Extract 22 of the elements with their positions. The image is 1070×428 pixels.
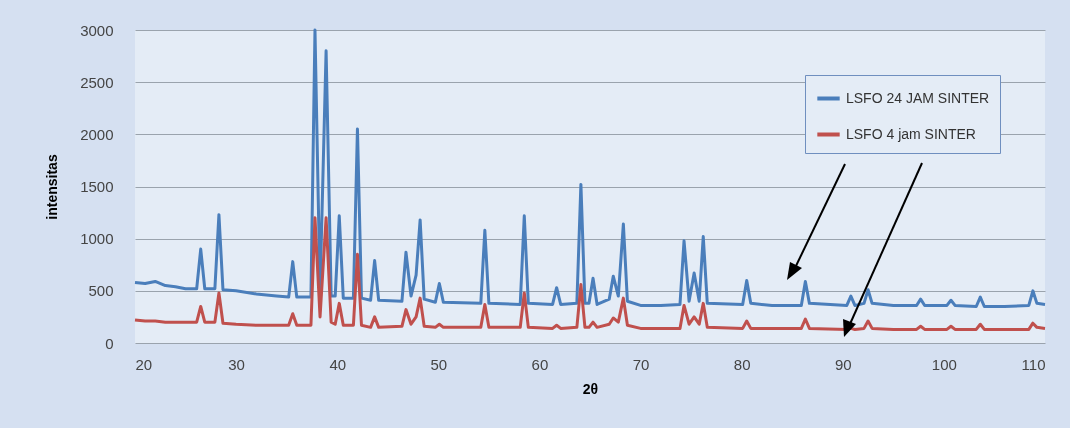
legend-label: LSFO 4 jam SINTER — [846, 125, 976, 142]
y-tick-label: 1000 — [80, 230, 114, 248]
x-axis-title: 2θ — [582, 380, 599, 397]
y-tick-label: 500 — [88, 282, 114, 300]
y-axis-title: intensitas — [44, 154, 61, 220]
line-series — [133, 28, 1047, 308]
x-tick-label: 90 — [834, 355, 852, 373]
legend-label: LSFO 24 JAM SINTER — [846, 89, 990, 106]
y-tick-label: 3000 — [80, 21, 114, 39]
x-tick-label: 20 — [135, 355, 153, 373]
x-tick-label: 60 — [531, 355, 549, 373]
y-tick-label: 2000 — [80, 125, 114, 143]
x-tick-label: 40 — [329, 355, 347, 373]
x-tick-label: 100 — [931, 355, 957, 373]
x-tick-label: 110 — [1021, 355, 1046, 373]
x-tick-label: 50 — [430, 355, 448, 373]
y-tick-label: 1500 — [80, 178, 114, 195]
x-tick-label: 80 — [733, 355, 751, 373]
y-tick-label: 0 — [105, 334, 114, 352]
x-tick-label: 70 — [632, 355, 650, 373]
x-tick-label: 30 — [228, 355, 245, 373]
y-tick-label: 2500 — [80, 73, 114, 91]
